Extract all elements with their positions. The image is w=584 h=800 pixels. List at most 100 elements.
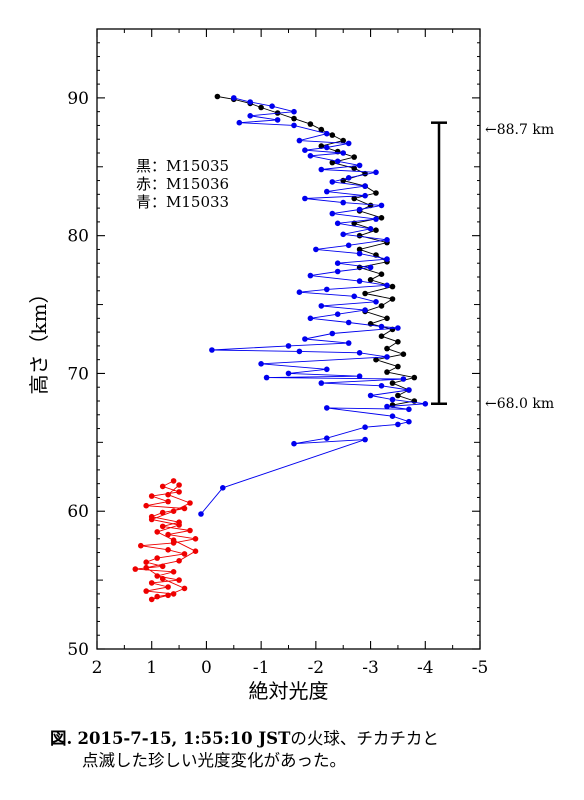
- data-point: [296, 348, 303, 355]
- data-point: [307, 272, 314, 279]
- data-point: [378, 271, 385, 278]
- data-point: [143, 559, 149, 565]
- x-tick-label: -3: [362, 658, 379, 678]
- data-point: [373, 356, 379, 363]
- data-point: [220, 485, 226, 491]
- data-point: [302, 195, 308, 202]
- data-point: [345, 340, 352, 346]
- data-point: [165, 498, 171, 505]
- data-point: [334, 268, 341, 275]
- data-point: [324, 144, 330, 151]
- series-M15036: [132, 478, 199, 603]
- data-point: [187, 527, 193, 534]
- data-point: [236, 119, 243, 126]
- y-tick-label: 60: [67, 502, 89, 522]
- caption-datetime: 2015-7-15, 1:55:10 JST: [77, 729, 291, 748]
- data-point: [367, 226, 374, 232]
- data-point: [373, 169, 379, 176]
- data-point: [329, 132, 336, 138]
- data-point: [165, 491, 171, 498]
- data-point: [176, 522, 182, 528]
- data-point: [291, 108, 297, 115]
- data-point: [318, 126, 325, 133]
- data-point: [362, 290, 368, 297]
- data-point: [258, 361, 264, 367]
- data-point: [334, 158, 341, 165]
- data-point: [345, 242, 352, 249]
- data-point: [307, 153, 314, 159]
- data-point: [291, 440, 297, 447]
- data-point: [345, 319, 352, 326]
- data-point: [324, 435, 330, 442]
- data-point: [170, 569, 177, 575]
- range-top-label: ←88.7 km: [485, 122, 554, 138]
- data-point: [192, 536, 199, 542]
- data-point: [324, 366, 330, 373]
- data-point: [362, 307, 368, 313]
- data-point: [318, 303, 325, 309]
- legend-entry: 黒：M15035: [136, 157, 229, 175]
- data-point: [395, 363, 401, 370]
- data-point: [384, 345, 390, 352]
- data-point: [384, 256, 390, 262]
- caption-line-2: 点滅した珍しい光度変化があった。: [82, 751, 346, 770]
- data-point: [170, 591, 177, 597]
- data-point: [165, 584, 171, 590]
- data-point: [411, 374, 418, 381]
- data-point: [181, 585, 188, 592]
- data-point: [378, 323, 385, 330]
- data-point: [307, 315, 314, 322]
- data-point: [384, 315, 390, 322]
- data-point: [148, 580, 155, 586]
- data-point: [302, 147, 308, 153]
- data-point: [138, 542, 144, 549]
- x-tick-label: -5: [472, 658, 489, 678]
- y-tick-label: 70: [67, 364, 89, 384]
- data-point: [170, 537, 177, 543]
- y-axis-label: 高さ（km）: [27, 283, 51, 394]
- data-point: [176, 558, 182, 564]
- x-tick-label: -4: [417, 658, 434, 678]
- data-point: [198, 511, 204, 517]
- data-point: [400, 351, 407, 358]
- data-point: [324, 286, 330, 293]
- caption-line1-rest: の火球、チカチカと: [290, 729, 439, 748]
- data-point: [351, 154, 358, 160]
- data-point: [395, 339, 401, 345]
- data-point: [378, 202, 385, 209]
- data-point: [159, 575, 166, 582]
- data-point: [356, 250, 363, 257]
- data-point: [143, 588, 149, 594]
- data-point: [296, 137, 303, 144]
- range-bottom-label: ←68.0 km: [485, 396, 554, 412]
- data-point: [389, 296, 396, 302]
- data-point: [302, 336, 308, 342]
- data-point: [148, 516, 155, 523]
- data-point: [367, 264, 374, 271]
- data-point: [329, 210, 336, 217]
- data-point: [367, 392, 374, 399]
- data-point: [154, 573, 160, 579]
- data-point: [209, 347, 215, 353]
- data-point: [362, 424, 368, 431]
- legend-entry: 青：M15033: [136, 193, 229, 211]
- data-point: [400, 376, 407, 382]
- data-point: [356, 162, 363, 169]
- x-axis-label: 絶対光度: [249, 679, 329, 703]
- data-point: [154, 555, 160, 561]
- data-point: [373, 227, 379, 233]
- data-point: [313, 246, 319, 253]
- legend-entry: 赤：M15036: [136, 175, 229, 193]
- x-tick-label: 2: [92, 658, 103, 678]
- series-line: [135, 480, 197, 600]
- data-point: [285, 343, 292, 349]
- data-point: [176, 489, 182, 495]
- data-point: [351, 165, 358, 171]
- data-point: [269, 103, 275, 109]
- data-point: [154, 529, 160, 535]
- data-point: [334, 260, 341, 267]
- y-tick-label: 80: [67, 227, 89, 247]
- x-tick-label: -1: [253, 658, 270, 678]
- data-point: [406, 406, 412, 413]
